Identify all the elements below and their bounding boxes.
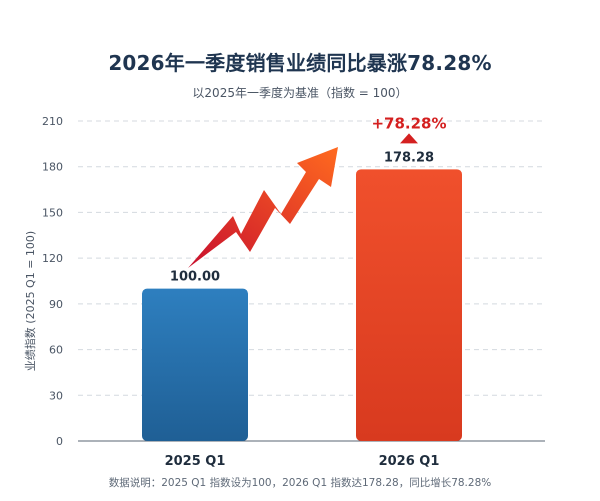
- bar: [142, 288, 248, 441]
- data-note: 数据说明：2025 Q1 指数设为100，2026 Q1 指数达178.28，同…: [108, 477, 492, 489]
- y-tick-label: 180: [42, 161, 63, 174]
- bar-value-labels: 100.00 178.28: [170, 150, 434, 284]
- x-axis-ticks: 2025 Q1 2026 Q1: [165, 454, 440, 469]
- chart-subtitle: 以2025年一季度为基准（指数 = 100）: [192, 86, 408, 100]
- y-tick-label: 60: [49, 344, 63, 357]
- growth-annotation: +78.28%: [371, 114, 446, 132]
- y-axis-label: 业绩指数 (2025 Q1 = 100): [23, 231, 37, 371]
- y-tick-label: 90: [49, 298, 63, 311]
- y-tick-label: 150: [42, 206, 63, 219]
- up-triangle-icon: [400, 133, 418, 144]
- bar-value-label: 178.28: [384, 150, 434, 165]
- x-tick-label: 2026 Q1: [379, 454, 440, 469]
- chart-title: 2026年一季度销售业绩同比暴涨78.28%: [108, 51, 492, 75]
- bar: [356, 169, 462, 441]
- x-tick-label: 2025 Q1: [165, 454, 226, 469]
- y-axis-ticks: 0 30 60 90 120 150 180 210: [42, 115, 63, 448]
- y-tick-label: 30: [49, 389, 63, 402]
- bar-value-label: 100.00: [170, 270, 220, 285]
- zigzag-up-arrow-icon: [188, 147, 338, 268]
- y-tick-label: 210: [42, 115, 63, 128]
- y-tick-label: 120: [42, 252, 63, 265]
- bars: [142, 169, 462, 441]
- y-tick-label: 0: [56, 435, 63, 448]
- gridlines: [78, 120, 545, 396]
